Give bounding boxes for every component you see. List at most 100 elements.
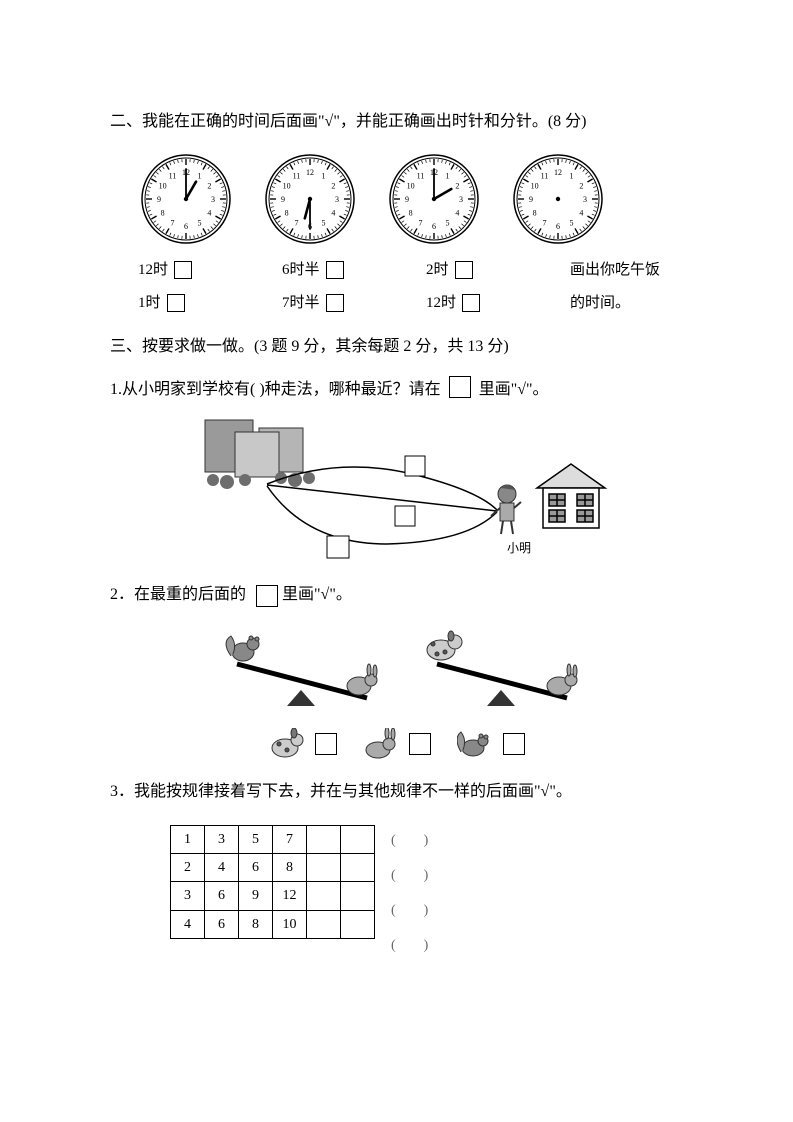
svg-text:10: 10 xyxy=(283,181,291,190)
table-cell[interactable] xyxy=(341,910,375,938)
clock-face-3: 123456789101112 xyxy=(386,151,482,247)
checkbox-dog[interactable] xyxy=(315,733,337,755)
clocks-row: 123456789101112 123456789101112 12345678… xyxy=(138,151,683,247)
table-cell: 12 xyxy=(273,882,307,910)
q2-b: 里画"√"。 xyxy=(282,586,352,603)
svg-text:5: 5 xyxy=(570,218,574,227)
table-cell: 1 xyxy=(171,825,205,853)
section-3-title: 三、按要求做一做。(3 题 9 分，其余每题 2 分，共 13 分) xyxy=(110,333,683,362)
svg-text:8: 8 xyxy=(409,208,413,217)
svg-text:7: 7 xyxy=(295,218,299,227)
checkbox[interactable] xyxy=(167,294,185,312)
paren-blank[interactable]: ( ) xyxy=(391,862,428,890)
svg-text:12: 12 xyxy=(306,168,314,177)
checkbox[interactable] xyxy=(174,261,192,279)
svg-text:11: 11 xyxy=(541,171,549,180)
table-cell: 8 xyxy=(239,910,273,938)
svg-text:5: 5 xyxy=(322,218,326,227)
table-cell: 3 xyxy=(171,882,205,910)
table-cell: 2 xyxy=(171,854,205,882)
paren-blank[interactable]: ( ) xyxy=(391,897,428,925)
table-cell: 7 xyxy=(273,825,307,853)
q2-seesaw-illustration xyxy=(187,620,607,720)
worksheet-page: 二、我能在正确的时间后面画"√"，并能正确画出时针和分针。(8 分) 12345… xyxy=(0,0,793,1122)
svg-text:11: 11 xyxy=(293,171,301,180)
q2-a: 2．在最重的后面的 xyxy=(110,586,246,603)
opt-2shi: 2时 xyxy=(426,257,554,284)
svg-text:3: 3 xyxy=(335,195,339,204)
table-cell: 6 xyxy=(205,910,239,938)
q2-text: 2．在最重的后面的 里画"√"。 xyxy=(110,581,683,610)
clock-2: 123456789101112 xyxy=(262,151,358,247)
svg-text:4: 4 xyxy=(207,208,211,217)
svg-text:5: 5 xyxy=(446,218,450,227)
opt-label: 12时 xyxy=(426,295,456,311)
clock-1: 123456789101112 xyxy=(138,151,234,247)
svg-text:9: 9 xyxy=(281,195,285,204)
table-cell: 9 xyxy=(239,882,273,910)
svg-text:1: 1 xyxy=(446,171,450,180)
svg-text:3: 3 xyxy=(459,195,463,204)
xiaoming-label: 小明 xyxy=(507,541,531,555)
checkbox-squirrel[interactable] xyxy=(503,733,525,755)
answer-squirrel xyxy=(457,728,525,760)
table-cell[interactable] xyxy=(341,825,375,853)
q2-inline-box[interactable] xyxy=(256,585,278,607)
section-2-title: 二、我能在正确的时间后面画"√"，并能正确画出时针和分针。(8 分) xyxy=(110,108,683,137)
svg-text:2: 2 xyxy=(455,181,459,190)
svg-text:11: 11 xyxy=(169,171,177,180)
table-cell[interactable] xyxy=(341,882,375,910)
opt-1shi: 1时 xyxy=(138,290,266,317)
table-cell[interactable] xyxy=(307,854,341,882)
q1-inline-box[interactable] xyxy=(449,376,471,398)
table-cell[interactable] xyxy=(307,882,341,910)
q1-a: 1.从小明家到学校有( xyxy=(110,381,255,398)
svg-text:6: 6 xyxy=(556,222,560,231)
table-row: 2468 xyxy=(171,854,375,882)
svg-text:4: 4 xyxy=(455,208,459,217)
table-row: 36912 xyxy=(171,882,375,910)
paren-blank[interactable]: ( ) xyxy=(391,932,428,960)
checkbox[interactable] xyxy=(326,294,344,312)
table-cell[interactable] xyxy=(307,910,341,938)
svg-text:7: 7 xyxy=(543,218,547,227)
q1-text: 1.从小明家到学校有( )种走法，哪种最近？请在 里画"√"。 xyxy=(110,376,683,405)
svg-text:3: 3 xyxy=(583,195,587,204)
table-cell[interactable] xyxy=(341,854,375,882)
checkbox[interactable] xyxy=(326,261,344,279)
table-cell: 3 xyxy=(205,825,239,853)
opt-label: 6时半 xyxy=(282,262,320,278)
checkbox[interactable] xyxy=(455,261,473,279)
svg-text:8: 8 xyxy=(533,208,537,217)
table-cell: 6 xyxy=(239,854,273,882)
table-cell: 8 xyxy=(273,854,307,882)
checkbox[interactable] xyxy=(462,294,480,312)
svg-text:10: 10 xyxy=(159,181,167,190)
checkbox-rabbit[interactable] xyxy=(409,733,431,755)
svg-text:7: 7 xyxy=(171,218,175,227)
svg-text:6: 6 xyxy=(432,222,436,231)
dog-icon xyxy=(269,728,305,760)
svg-text:6: 6 xyxy=(184,222,188,231)
table-cell[interactable] xyxy=(307,825,341,853)
clock-face-4: 123456789101112 xyxy=(510,151,606,247)
table-cell: 4 xyxy=(205,854,239,882)
table-row: 46810 xyxy=(171,910,375,938)
svg-text:12: 12 xyxy=(554,168,562,177)
q3-number-table: 135724683691246810 xyxy=(170,825,375,939)
svg-text:4: 4 xyxy=(579,208,583,217)
opt-12shi: 12时 xyxy=(138,257,266,284)
svg-text:2: 2 xyxy=(331,181,335,190)
table-cell: 10 xyxy=(273,910,307,938)
clock-3: 123456789101112 xyxy=(386,151,482,247)
svg-text:9: 9 xyxy=(405,195,409,204)
rabbit-icon xyxy=(363,728,399,760)
opt-label: 7时半 xyxy=(282,295,320,311)
q3-paren-col: ( ) ( ) ( ) ( ) xyxy=(391,827,428,960)
opt-7shiban: 7时半 xyxy=(282,290,410,317)
q3-table-wrap: 135724683691246810 ( )( )( )( ) xyxy=(110,817,683,960)
table-row: 1357 xyxy=(171,825,375,853)
paren-blank[interactable]: ( ) xyxy=(391,827,428,855)
svg-text:5: 5 xyxy=(198,218,202,227)
opt-label: 12时 xyxy=(138,262,168,278)
